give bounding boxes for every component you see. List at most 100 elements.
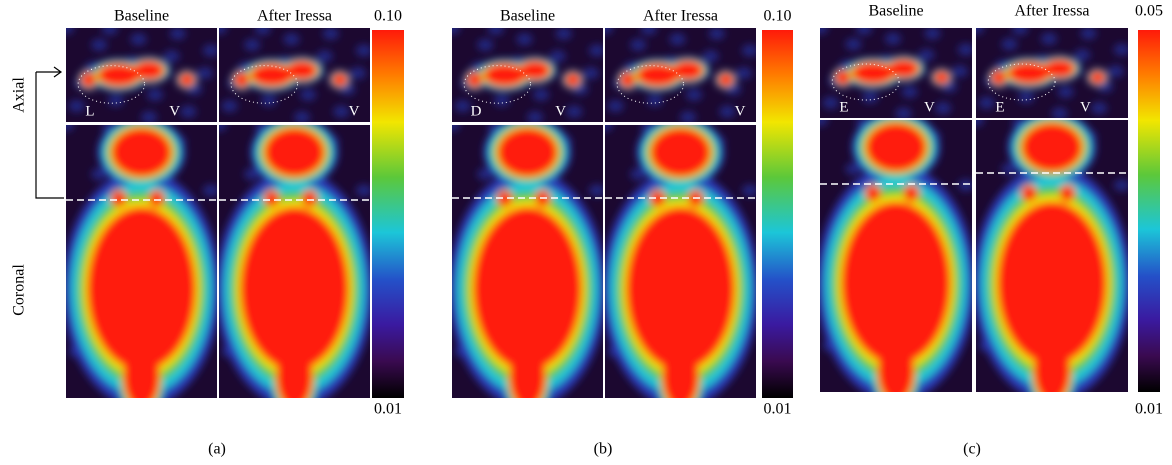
scale-max: 0.10 bbox=[374, 8, 402, 25]
blob bbox=[286, 60, 318, 80]
scan-blobs bbox=[452, 28, 603, 122]
noise bbox=[260, 94, 277, 107]
noise bbox=[527, 111, 544, 122]
noise bbox=[1051, 107, 1068, 118]
noise bbox=[719, 105, 736, 118]
noise bbox=[957, 179, 972, 192]
roi-outline bbox=[230, 65, 299, 104]
blob bbox=[111, 190, 127, 207]
roi-outline bbox=[77, 65, 146, 104]
noise bbox=[130, 33, 147, 46]
noise bbox=[487, 28, 504, 35]
noise bbox=[978, 96, 995, 109]
scale-min: 0.01 bbox=[764, 401, 792, 418]
noise bbox=[244, 38, 261, 51]
noise bbox=[221, 100, 238, 113]
noise bbox=[741, 44, 756, 57]
scan-image bbox=[219, 28, 370, 122]
panel-label: (c) bbox=[963, 441, 981, 458]
noise bbox=[1080, 28, 1097, 40]
noise bbox=[845, 162, 862, 175]
noise bbox=[951, 65, 968, 78]
noise bbox=[1040, 32, 1057, 45]
scan-image bbox=[605, 125, 756, 398]
noise bbox=[555, 28, 572, 40]
noise bbox=[856, 28, 873, 35]
noise bbox=[196, 67, 213, 80]
scan-image bbox=[66, 28, 217, 122]
color-bar bbox=[372, 30, 404, 398]
noise bbox=[355, 44, 370, 57]
noise bbox=[147, 88, 164, 101]
region-marker: V bbox=[924, 99, 935, 115]
noise bbox=[822, 96, 839, 109]
blob bbox=[620, 72, 636, 88]
blob bbox=[835, 70, 851, 85]
noise bbox=[686, 88, 703, 101]
noise bbox=[294, 111, 311, 122]
blob bbox=[1044, 59, 1075, 78]
noise bbox=[91, 168, 108, 181]
noise bbox=[607, 100, 624, 113]
scan-image bbox=[976, 28, 1128, 118]
scan-blobs bbox=[976, 120, 1128, 392]
blob bbox=[1021, 185, 1037, 202]
noise bbox=[735, 67, 752, 80]
scale-max: 0.05 bbox=[1135, 3, 1163, 20]
region-marker: V bbox=[169, 103, 180, 119]
noise bbox=[1107, 65, 1124, 78]
noise bbox=[68, 100, 85, 113]
blob bbox=[264, 127, 325, 177]
noise bbox=[101, 28, 118, 35]
noise bbox=[477, 38, 494, 51]
scan-blobs bbox=[820, 28, 972, 118]
noise bbox=[1074, 49, 1091, 61]
blob bbox=[865, 185, 881, 202]
noise bbox=[283, 33, 300, 46]
noise bbox=[91, 38, 108, 51]
region-marker: V bbox=[555, 103, 566, 119]
noise bbox=[605, 125, 613, 131]
region-marker: V bbox=[349, 103, 360, 119]
blob bbox=[851, 62, 895, 84]
noise bbox=[582, 67, 599, 80]
blob bbox=[467, 72, 483, 88]
scan-image bbox=[820, 28, 972, 118]
scan-image bbox=[976, 120, 1128, 392]
bracket-arrow bbox=[35, 66, 64, 199]
noise bbox=[820, 120, 828, 126]
noise bbox=[333, 105, 350, 118]
region-marker: V bbox=[735, 103, 746, 119]
blob bbox=[1090, 71, 1106, 84]
region-marker: V bbox=[1080, 99, 1091, 115]
scale-min: 0.01 bbox=[1135, 401, 1163, 418]
scan-blobs bbox=[219, 125, 370, 398]
scan-image bbox=[452, 28, 603, 122]
color-bar bbox=[762, 30, 793, 398]
blob bbox=[934, 71, 950, 84]
roi-outline bbox=[463, 65, 532, 104]
noise bbox=[322, 28, 339, 40]
blob bbox=[473, 206, 582, 371]
blob bbox=[718, 73, 734, 87]
blob bbox=[1007, 62, 1051, 84]
blob bbox=[672, 60, 704, 80]
noise bbox=[1057, 85, 1074, 98]
noise bbox=[452, 125, 460, 131]
blob bbox=[240, 206, 349, 371]
column-header: After Iressa bbox=[643, 8, 718, 25]
roi-outline bbox=[831, 63, 900, 101]
color-bar bbox=[1138, 30, 1160, 392]
noise bbox=[976, 28, 984, 34]
noise bbox=[180, 105, 197, 118]
scan-image bbox=[452, 125, 603, 398]
blob bbox=[626, 206, 735, 371]
noise bbox=[202, 184, 217, 197]
noise bbox=[924, 28, 941, 40]
scan-blobs bbox=[820, 120, 972, 392]
blob bbox=[888, 59, 919, 78]
blob bbox=[133, 60, 165, 80]
noise bbox=[702, 50, 719, 63]
blob bbox=[650, 127, 711, 177]
